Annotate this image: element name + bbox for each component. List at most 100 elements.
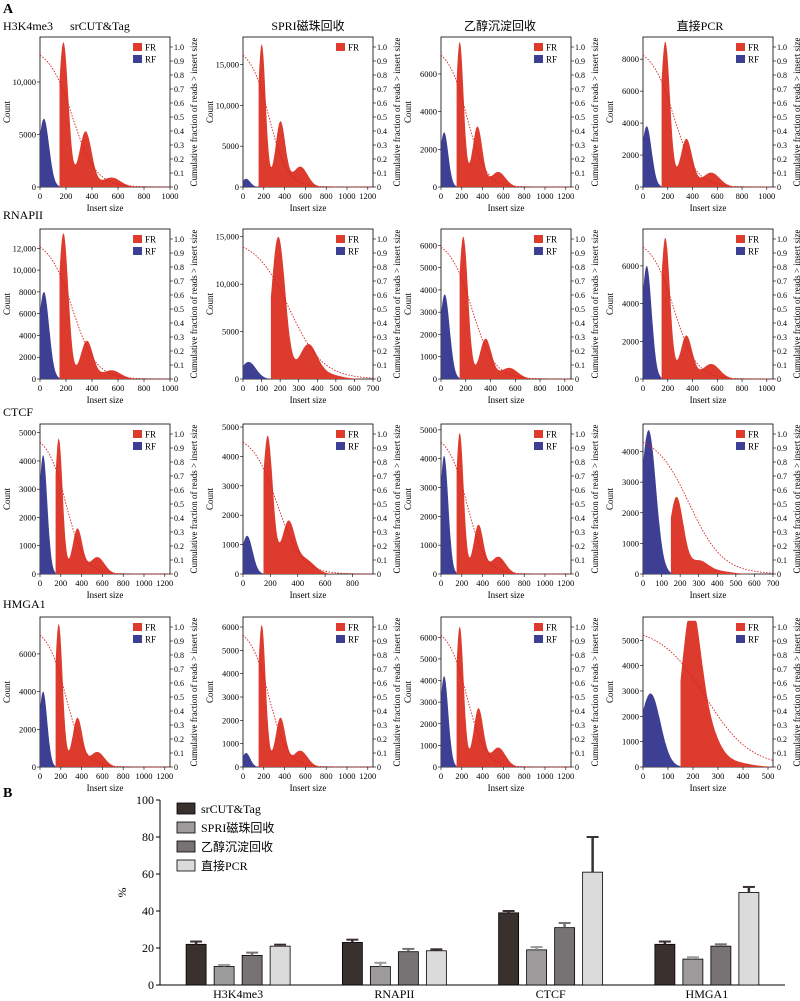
x-tick-label: 0 xyxy=(241,578,245,588)
legend-swatch-fr xyxy=(133,235,142,243)
y2-tick-label: 0.1 xyxy=(174,556,184,565)
y2-tick-label: 0.6 xyxy=(777,291,787,300)
y2-tick-label: 0 xyxy=(777,375,781,384)
x-tick-label: 1000 xyxy=(758,383,775,393)
bar-category-label: CTCF xyxy=(536,987,566,1001)
x-tick-label: 200 xyxy=(60,383,73,393)
y2-tick-label: 0.5 xyxy=(377,500,387,509)
legend-swatch-fr xyxy=(133,623,142,631)
bar-category-label: HMGA1 xyxy=(686,987,729,1001)
insert-size-chart-10: 01000200030004000500000.10.20.30.40.50.6… xyxy=(205,422,402,600)
y2-tick-label: 0.5 xyxy=(777,305,787,314)
x-tick-label: 400 xyxy=(75,578,88,588)
cumulative-curve xyxy=(440,634,571,768)
y2-tick-label: 0.9 xyxy=(575,444,585,453)
y2-tick-label: 0.8 xyxy=(777,71,787,80)
y-axis-label: Count xyxy=(2,488,12,511)
bar xyxy=(582,871,604,986)
x-tick-label: 800 xyxy=(117,578,130,588)
y2-tick-label: 0.3 xyxy=(377,721,387,730)
legend-label-fr: FR xyxy=(748,623,759,633)
y2-tick-label: 0.9 xyxy=(777,57,787,66)
y2-tick-label: 0 xyxy=(777,763,781,772)
legend-label-fr: FR xyxy=(546,623,557,633)
y-axis-label: Count xyxy=(205,101,215,124)
y-tick-label: 2000 xyxy=(622,336,639,346)
y2-axis-label: Cumulative fraction of reads > insert si… xyxy=(189,424,199,573)
y2-tick-label: 0.2 xyxy=(575,155,585,164)
y-tick-label: 5000 xyxy=(222,327,239,337)
y-tick-label: 1000 xyxy=(622,737,639,747)
x-tick-label: 600 xyxy=(509,383,522,393)
legend-label-fr: FR xyxy=(348,623,359,633)
y2-tick-label: 0.6 xyxy=(777,679,787,688)
x-tick-label: 600 xyxy=(299,771,312,781)
y2-axis-label: Cumulative fraction of reads > insert si… xyxy=(792,424,800,573)
y2-tick-label: 0.1 xyxy=(377,361,387,370)
y2-tick-label: 0.1 xyxy=(575,361,585,370)
x-tick-label: 400 xyxy=(476,191,489,201)
rf-distribution xyxy=(441,455,457,574)
insert-size-chart-5: 0200040006000800010,00012,00000.10.20.30… xyxy=(2,228,199,405)
y-tick-label: 0 xyxy=(635,374,639,384)
y2-tick-label: 0.4 xyxy=(377,707,387,716)
y2-tick-label: 0.6 xyxy=(575,291,585,300)
y2-tick-label: 0.9 xyxy=(377,57,387,66)
bar-category-label: RNAPII xyxy=(374,987,414,1001)
bar xyxy=(269,945,291,986)
rf-distribution xyxy=(643,693,681,767)
rf-distribution xyxy=(40,455,56,574)
y-tick-label: 5000 xyxy=(222,141,239,151)
y2-tick-label: 1.0 xyxy=(377,43,387,52)
y-tick-label: 0 xyxy=(32,762,36,772)
x-tick-label: 1000 xyxy=(556,383,573,393)
bar-legend-label: 直接PCR xyxy=(201,858,248,873)
legend-swatch-rf xyxy=(534,635,543,643)
y2-tick-label: 0.6 xyxy=(777,486,787,495)
y2-tick-label: 0.7 xyxy=(777,277,787,286)
legend-swatch-fr xyxy=(336,623,345,631)
y2-tick-label: 0 xyxy=(777,183,781,192)
y2-tick-label: 0.8 xyxy=(377,263,387,272)
column-title-direct-pcr: 直接PCR xyxy=(677,18,724,33)
y2-tick-label: 1.0 xyxy=(575,623,585,632)
legend-swatch-fr xyxy=(534,235,543,243)
y-tick-label: 1000 xyxy=(222,540,239,550)
y2-tick-label: 0.7 xyxy=(377,665,387,674)
y2-tick-label: 0.4 xyxy=(575,707,585,716)
x-tick-label: 800 xyxy=(736,383,749,393)
y2-tick-label: 0.6 xyxy=(377,486,387,495)
y2-tick-label: 0.2 xyxy=(777,347,787,356)
y2-tick-label: 0.6 xyxy=(377,291,387,300)
y2-tick-label: 0.3 xyxy=(575,333,585,342)
y-tick-label: 6000 xyxy=(19,649,36,659)
x-tick-label: 0 xyxy=(439,578,443,588)
insert-size-chart-12: 0100020003000400000.10.20.30.40.50.60.70… xyxy=(605,423,800,600)
insert-size-chart-16: 01000200030004000500000.10.20.30.40.50.6… xyxy=(605,616,800,793)
x-tick-label: 400 xyxy=(278,191,291,201)
x-tick-label: 200 xyxy=(54,771,67,781)
y2-tick-label: 0.1 xyxy=(777,556,787,565)
x-tick-label: 100 xyxy=(255,383,268,393)
x-tick-label: 0 xyxy=(241,383,245,393)
legend-swatch-rf xyxy=(534,442,543,450)
y-tick-label: 2000 xyxy=(19,352,36,362)
legend-label-rf: RF xyxy=(748,635,759,645)
y-tick-label: 2000 xyxy=(420,511,437,521)
y2-tick-label: 0.4 xyxy=(575,319,585,328)
y-tick-label: 3000 xyxy=(420,483,437,493)
y2-tick-label: 0.3 xyxy=(777,333,787,342)
y2-tick-label: 0 xyxy=(377,763,381,772)
y-tick-label: 0 xyxy=(635,762,639,772)
legend-swatch-rf xyxy=(736,55,745,63)
x-axis-label: Insert size xyxy=(290,395,327,405)
y2-tick-label: 0.9 xyxy=(377,444,387,453)
legend-swatch-rf xyxy=(534,247,543,255)
y-tick-label: 6000 xyxy=(222,622,239,632)
x-tick-label: 800 xyxy=(534,383,547,393)
y2-tick-label: 0.1 xyxy=(377,749,387,758)
insert-size-chart-4: 0200040006000800000.10.20.30.40.50.60.70… xyxy=(605,36,800,213)
y2-tick-label: 0.2 xyxy=(377,347,387,356)
y-axis-label: Count xyxy=(2,293,12,316)
y2-tick-label: 0.1 xyxy=(174,169,184,178)
